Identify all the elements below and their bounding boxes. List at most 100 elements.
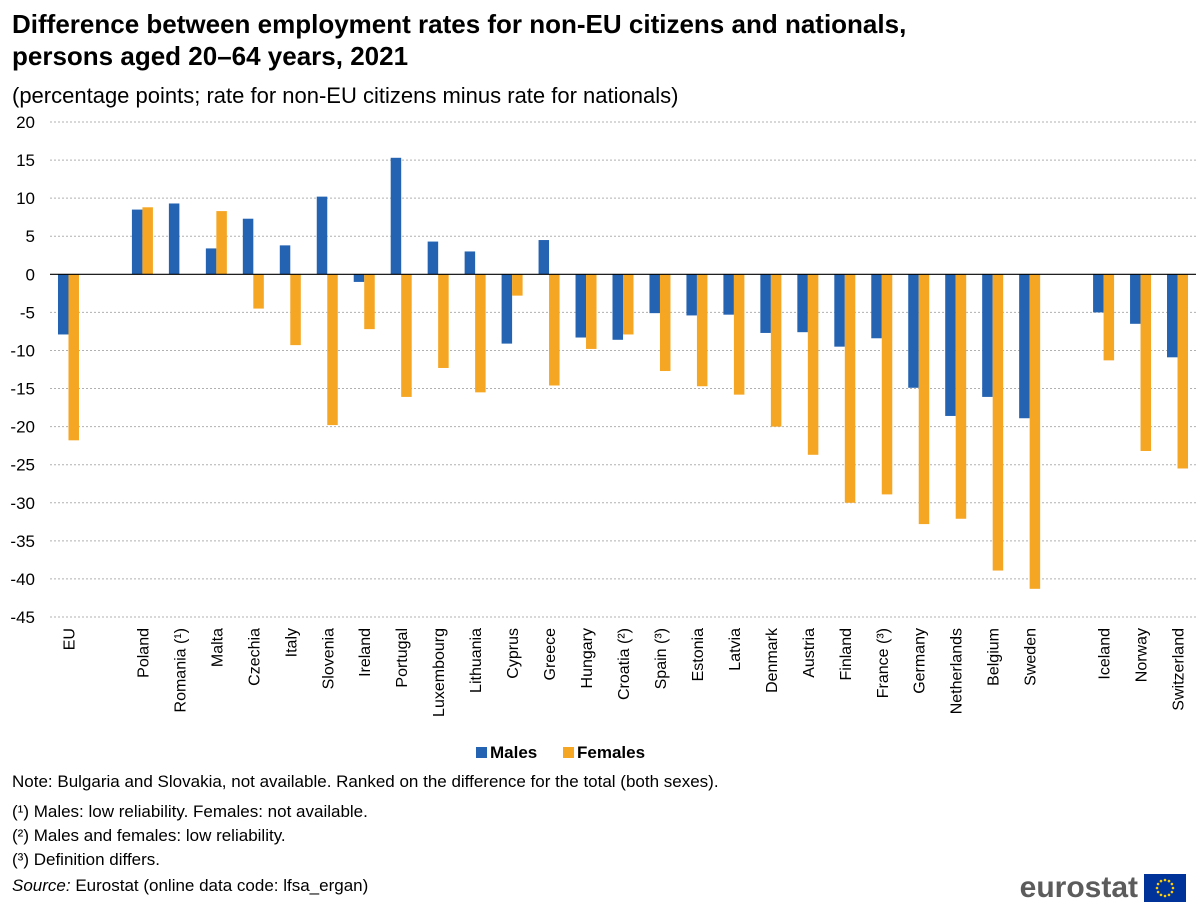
bar-females (844, 274, 856, 503)
x-tick-label: Croatia (²) (616, 628, 633, 700)
flag-star (1171, 886, 1175, 890)
flag-star (1170, 882, 1174, 886)
bar-females (659, 274, 671, 372)
y-tick-label: 0 (26, 265, 35, 284)
x-axis-ticks: EU Poland Romania (¹) Malta Czechia Italy Slov… (61, 627, 1187, 717)
bar-males (168, 203, 180, 275)
bar-females (364, 274, 375, 330)
y-tick-label: -45 (10, 608, 35, 627)
x-tick-label: Slovenia (320, 628, 337, 689)
y-tick-label: -10 (10, 341, 35, 360)
eu-flag-icon (1144, 874, 1186, 902)
bar-males (501, 274, 513, 344)
bar-females (807, 274, 819, 455)
bar-males (575, 274, 587, 338)
bar-males (57, 274, 69, 335)
bar-males (390, 157, 402, 275)
footnote-2: (²) Males and females: low reliability. (12, 826, 286, 845)
bar-females (1140, 274, 1152, 451)
bar-females (955, 274, 967, 519)
x-tick-label: Norway (1134, 628, 1151, 682)
bar-females (696, 274, 708, 387)
bar-males (649, 274, 660, 314)
y-tick-label: -30 (10, 494, 35, 513)
y-tick-label: -15 (10, 380, 35, 399)
x-tick-label: Luxembourg (431, 628, 448, 717)
bar-males (612, 274, 623, 340)
flag-star (1170, 890, 1174, 894)
bar-males (279, 245, 291, 275)
y-tick-label: 10 (16, 189, 35, 208)
bar-males (760, 274, 771, 333)
legend-label-females: Females (577, 743, 645, 762)
bar-females (401, 274, 412, 397)
bar-females (992, 274, 1004, 571)
x-tick-label: Iceland (1097, 628, 1114, 680)
x-tick-label: Portugal (394, 628, 411, 688)
x-tick-label: Lithuania (468, 628, 485, 693)
bar-males (982, 274, 993, 397)
x-tick-label: Cyprus (505, 628, 522, 679)
bar-males (316, 196, 328, 275)
footnote-1: (¹) Males: low reliability. Females: not… (12, 802, 368, 821)
bar-females (918, 274, 930, 525)
source-label: Source: (12, 876, 71, 895)
flag-star (1167, 879, 1171, 883)
x-tick-label: Malta (209, 628, 226, 667)
y-tick-label: 20 (16, 113, 35, 132)
x-tick-label: Belgium (986, 628, 1003, 686)
x-tick-label: Spain (³) (653, 628, 670, 689)
bar-females (290, 274, 301, 346)
bars (57, 157, 1189, 589)
bar-males (1167, 274, 1178, 358)
legend-label-males: Males (490, 743, 537, 762)
flag-star (1163, 894, 1167, 898)
y-axis-ticks: 20 15 10 5 0 -5 -10 -15 -20 -25 -30 -35 -40 -45 (10, 113, 35, 627)
x-tick-label: Poland (135, 628, 152, 678)
bar-females (733, 274, 745, 395)
bar-males (464, 251, 476, 275)
x-tick-label: Germany (912, 628, 929, 694)
x-tick-label: Denmark (764, 627, 781, 693)
flag-star (1159, 879, 1163, 883)
x-tick-label: Switzerland (1171, 628, 1188, 711)
bar-males (242, 218, 254, 275)
bar-females (327, 274, 338, 426)
gridlines (50, 121, 1196, 618)
bar-females (623, 274, 634, 335)
flag-star (1155, 886, 1159, 890)
x-tick-label: Romania (¹) (172, 628, 189, 712)
bar-females (770, 274, 782, 427)
x-tick-label: EU (61, 628, 78, 650)
bar-males (945, 274, 956, 416)
y-tick-label: -5 (20, 303, 35, 322)
bar-males (871, 274, 882, 339)
bar-females (142, 207, 153, 275)
bar-males (1019, 274, 1030, 419)
y-tick-label: -20 (10, 418, 35, 437)
bar-males (686, 274, 697, 316)
bar-females (549, 274, 560, 386)
bar-males (908, 274, 919, 388)
bar-females (475, 274, 486, 393)
bar-males (834, 274, 845, 347)
bar-females (253, 274, 264, 309)
x-tick-label: Italy (283, 628, 300, 657)
bar-males (131, 209, 143, 275)
bar-females (1029, 274, 1041, 589)
footnote-3: (³) Definition differs. (12, 850, 161, 869)
y-tick-label: -25 (10, 456, 35, 475)
bar-males (1130, 274, 1141, 324)
x-tick-label: Sweden (1023, 628, 1040, 686)
bar-males (427, 241, 439, 275)
bar-females (512, 274, 523, 296)
flag-star (1156, 882, 1160, 886)
x-tick-label: Netherlands (949, 628, 966, 714)
source-line: Source: Eurostat (online data code: lfsa… (12, 876, 368, 896)
bar-males (797, 274, 808, 333)
chart-subtitle: (percentage points; rate for non-EU citi… (12, 83, 679, 108)
x-tick-label: Latvia (727, 628, 744, 671)
x-tick-label: Austria (801, 628, 818, 678)
x-tick-label: Czechia (246, 628, 263, 686)
bar-females (1177, 274, 1189, 469)
